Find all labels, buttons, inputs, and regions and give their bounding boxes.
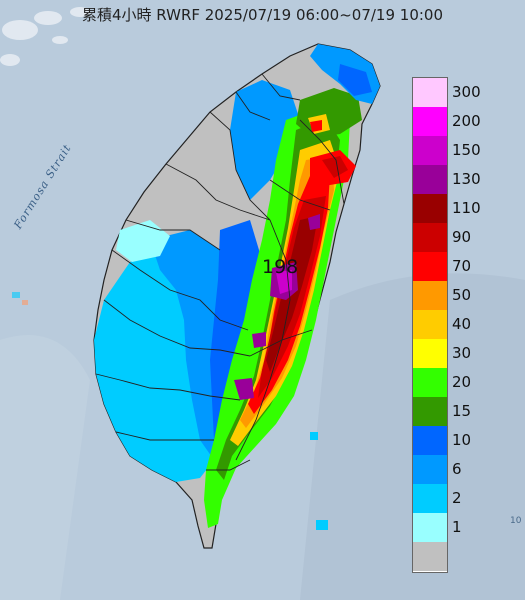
legend-swatch	[413, 223, 447, 252]
legend-swatch	[413, 165, 447, 194]
legend-swatch	[413, 426, 447, 455]
offshore-echoes	[12, 292, 328, 530]
rain-zone-130mm-south	[234, 378, 254, 400]
legend-label: 130	[452, 170, 481, 188]
legend-swatch	[413, 136, 447, 165]
legend-label: 90	[452, 228, 472, 246]
legend-swatch	[413, 484, 447, 513]
legend-label: 150	[452, 141, 481, 159]
rain-zone-6mm	[150, 230, 230, 460]
legend-swatch	[413, 310, 447, 339]
legend-swatch	[413, 368, 447, 397]
legend-label: 6	[452, 460, 462, 478]
legend-swatch	[413, 194, 447, 223]
legend-label: 30	[452, 344, 472, 362]
legend-label: 200	[452, 112, 481, 130]
rain-zone-north-red	[310, 120, 322, 132]
legend-swatch	[413, 542, 447, 571]
legend-swatch	[413, 78, 447, 107]
legend-label: 1	[452, 518, 462, 536]
rain-zone-130mm-north	[308, 214, 320, 230]
legend-swatch	[413, 339, 447, 368]
map-title: 累積4小時 RWRF 2025/07/19 06:00~07/19 10:00	[81, 6, 444, 24]
cloud-fragments	[0, 7, 90, 66]
legend-label: 110	[452, 199, 481, 217]
legend-label: 15	[452, 402, 472, 420]
county-boundaries	[95, 73, 345, 471]
legend-label: 10	[452, 431, 472, 449]
legend-swatch	[413, 455, 447, 484]
legend-label: 2	[452, 489, 462, 507]
legend-swatch	[413, 107, 447, 136]
rain-zone-1mm	[116, 220, 170, 262]
rain-zone-northtip-6mm	[338, 64, 372, 96]
corner-mark: 10	[510, 516, 522, 526]
legend-label: 70	[452, 257, 472, 275]
legend-swatch	[413, 252, 447, 281]
legend-label: 40	[452, 315, 472, 333]
legend-label: 50	[452, 286, 472, 304]
legend-label: 300	[452, 83, 481, 101]
max-rainfall-value: 198	[262, 256, 299, 278]
legend-label: 20	[452, 373, 472, 391]
rainfall-legend	[412, 77, 448, 573]
sea-shade	[0, 335, 90, 600]
rain-zone-130mm-mid	[252, 332, 266, 348]
legend-swatch	[413, 281, 447, 310]
rain-zone-northeast-90mm	[322, 156, 348, 178]
legend-swatch	[413, 513, 447, 542]
rain-zone-6mm-north	[230, 80, 300, 200]
legend-swatch	[413, 397, 447, 426]
